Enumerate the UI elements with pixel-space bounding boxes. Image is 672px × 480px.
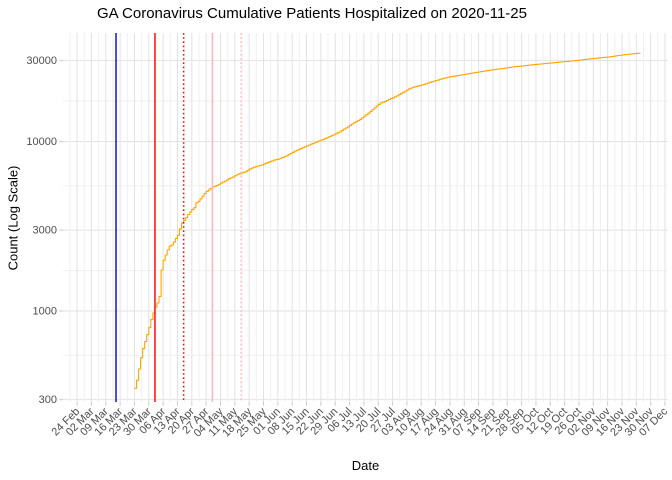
y-axis-title: Count (Log Scale) [5, 165, 21, 271]
x-axis-title: Date [351, 458, 380, 473]
svg-text:10000: 10000 [26, 136, 57, 148]
svg-text:300: 300 [39, 394, 57, 406]
svg-text:3000: 3000 [33, 225, 57, 237]
svg-text:30000: 30000 [26, 55, 57, 67]
svg-text:1000: 1000 [33, 306, 57, 318]
chart-title: GA Coronavirus Cumulative Patients Hospi… [97, 5, 527, 22]
